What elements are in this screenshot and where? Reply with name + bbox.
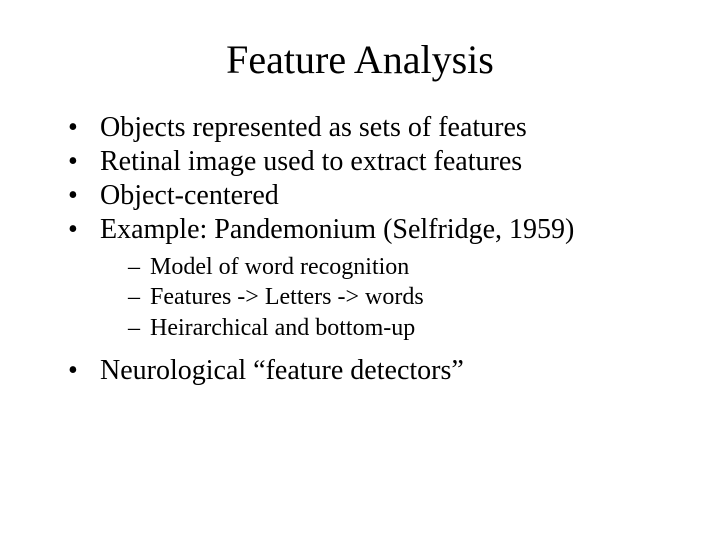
list-item: Object-centered	[68, 179, 670, 213]
list-item: Example: Pandemonium (Selfridge, 1959) M…	[68, 213, 670, 343]
sub-bullet-text: Heirarchical and bottom-up	[150, 315, 415, 341]
bullet-list: Objects represented as sets of features …	[50, 111, 670, 388]
list-item: Model of word recognition	[128, 252, 670, 283]
bullet-text: Object-centered	[100, 180, 279, 211]
list-item: Features -> Letters -> words	[128, 282, 670, 313]
list-item: Heirarchical and bottom-up	[128, 313, 670, 344]
list-item: Retinal image used to extract features	[68, 145, 670, 179]
list-item: Neurological “feature detectors”	[68, 354, 670, 388]
sub-bullet-text: Model of word recognition	[150, 254, 409, 280]
bullet-text: Retinal image used to extract features	[100, 146, 522, 177]
bullet-text: Objects represented as sets of features	[100, 112, 527, 143]
bullet-text: Example: Pandemonium (Selfridge, 1959)	[100, 214, 574, 245]
slide: Feature Analysis Objects represented as …	[0, 0, 720, 540]
slide-title: Feature Analysis	[50, 36, 670, 83]
bullet-text: Neurological “feature detectors”	[100, 355, 464, 386]
list-item: Objects represented as sets of features	[68, 111, 670, 145]
sub-list: Model of word recognition Features -> Le…	[100, 252, 670, 344]
sub-bullet-text: Features -> Letters -> words	[150, 284, 424, 310]
